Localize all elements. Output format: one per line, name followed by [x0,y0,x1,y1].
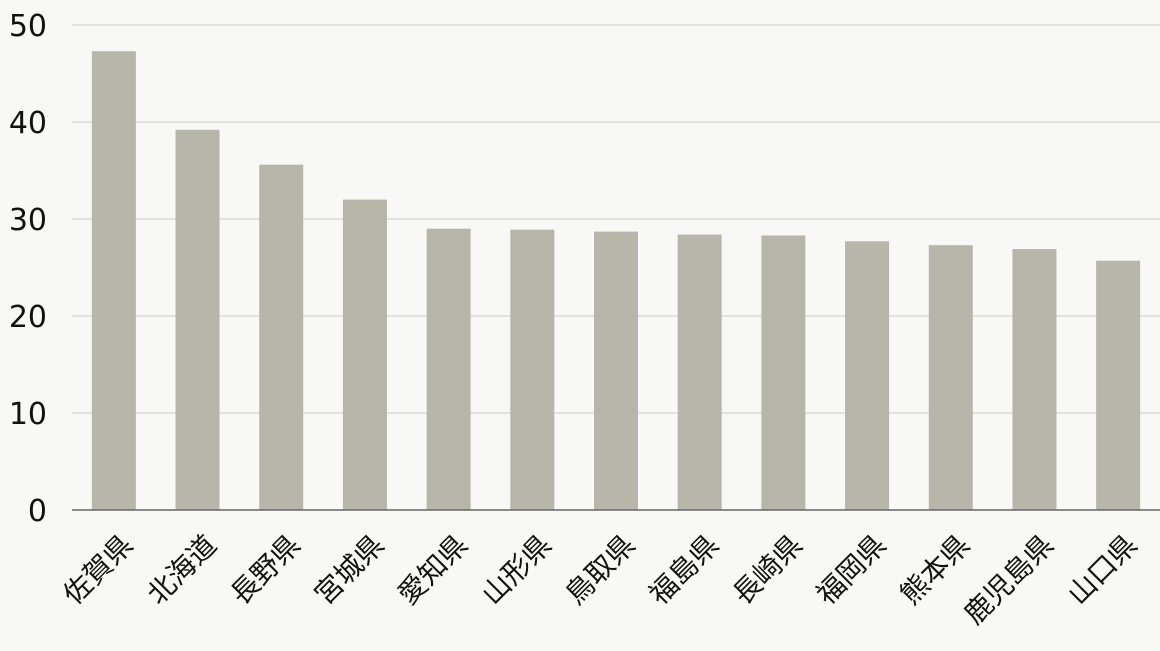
bar-山口県 [1096,260,1141,510]
bar-愛知県 [426,228,471,510]
bar-福島県 [677,234,722,510]
bars [91,51,1141,511]
bar-山形県 [510,229,555,511]
bar-佐賀県 [91,51,136,510]
x-category-label: 熊本県 [894,528,977,611]
x-category-label: 福島県 [643,528,726,611]
bar-福岡県 [845,241,890,510]
x-category-label: 宮城県 [308,528,391,611]
bar-北海道 [175,129,220,510]
x-category-label: 山口県 [1061,528,1144,611]
x-category-label: 長崎県 [726,528,809,611]
bar-長崎県 [761,235,806,511]
bar-鹿児島県 [1012,249,1057,510]
y-tick-label: 50 [9,9,47,44]
x-category-label: 福岡県 [810,528,893,611]
x-category-label: 愛知県 [392,528,475,611]
gridlines [72,24,1160,414]
y-tick-label: 40 [9,106,47,141]
x-category-label: 山形県 [475,528,558,611]
y-tick-label: 0 [28,494,47,529]
bar-宮城県 [342,199,387,510]
y-axis-tick-labels: 0 10 20 30 40 50 [9,9,47,529]
bar-鳥取県 [594,231,638,511]
bar-熊本県 [928,245,973,510]
y-tick-label: 10 [9,397,47,432]
x-category-label: 佐賀県 [57,528,140,611]
y-tick-label: 20 [9,300,47,335]
x-category-label: 長野県 [224,528,307,611]
x-category-label: 北海道 [140,528,223,611]
x-category-label: 鳥取県 [559,528,642,611]
x-category-label: 鹿児島県 [958,528,1061,631]
bar-長野県 [259,164,304,510]
y-tick-label: 30 [9,203,47,238]
